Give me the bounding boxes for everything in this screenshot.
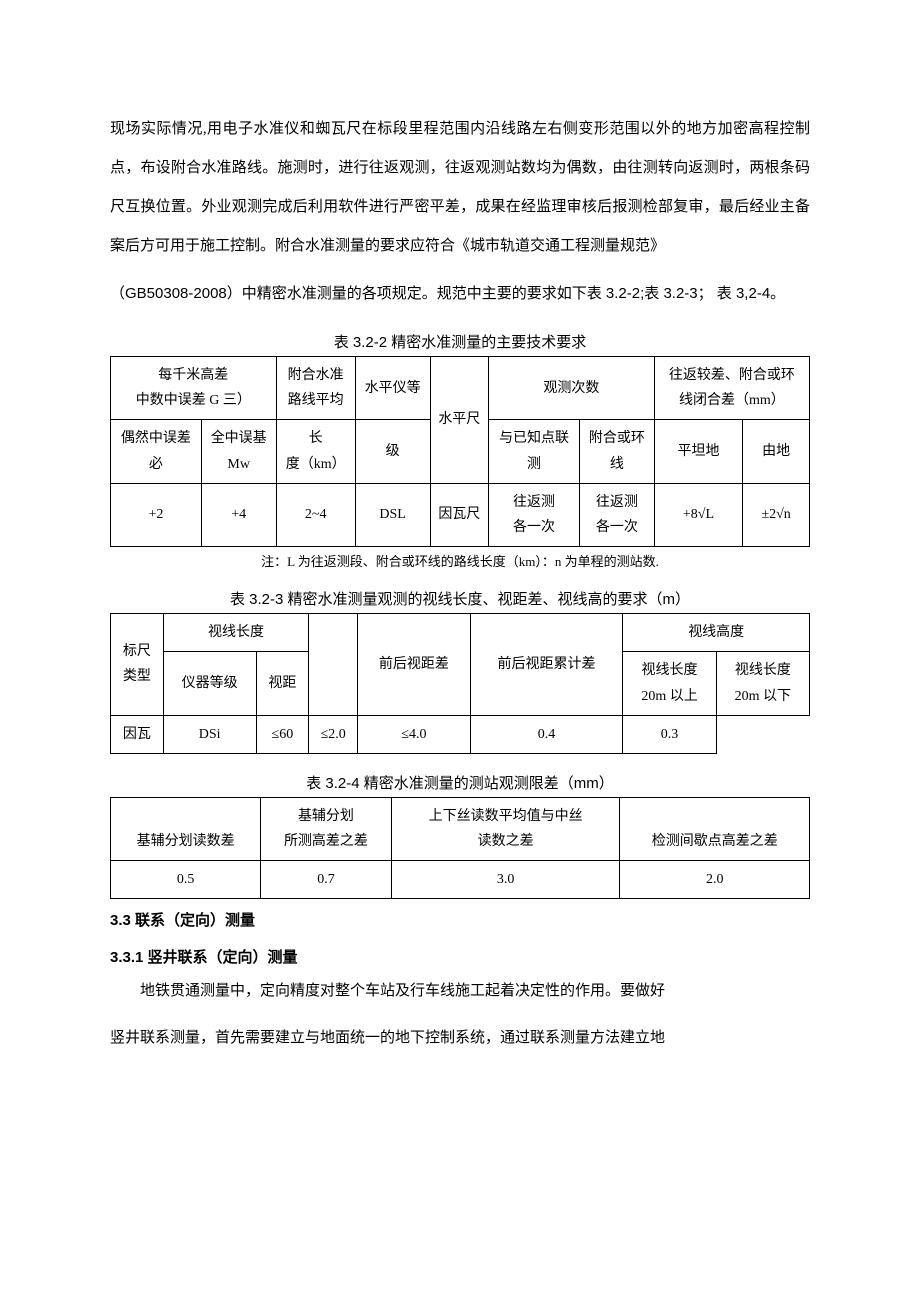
paragraph-1: 现场实际情况,用电子水准仪和蜘瓦尺在标段里程范围内沿线路左右侧变形范围以外的地方… [110,110,810,266]
t2-r-c2: DSi [163,715,256,753]
t2-h-c5: 前后视距差 [358,614,471,716]
t2-h-c23: 视线长度 [163,614,309,652]
t3-h-c2: 基辅分划 所测高差之差 [261,797,392,860]
t2-sub-c3: 视距 [256,652,309,715]
t1-sub-c6: 与已知点联 测 [489,420,580,483]
t3-r-c4: 2.0 [620,861,810,899]
t1-h-col4: 水平仪等 [355,357,430,420]
t3-r-c3: 3.0 [391,861,620,899]
t1-r-c9: ±2√n [743,483,810,546]
t2-h-c78: 视线高度 [623,614,810,652]
paragraph-2: （GB50308-2008）中精密水准测量的各项规定。规范中主要的要求如下表 3… [110,274,810,313]
t2-r-c7: 0.3 [623,715,716,753]
t1-r-c5: 因瓦尺 [430,483,489,546]
t1-r-c8: +8√L [654,483,743,546]
table1-caption: 表 3.2-2 精密水准测量的主要技术要求 [110,331,810,352]
t3-r-c2: 0.7 [261,861,392,899]
t2-sub-c2: 仪器等级 [163,652,256,715]
t2-r-c4: ≤2.0 [309,715,358,753]
t2-r-c3: ≤60 [256,715,309,753]
t2-r-c5: ≤4.0 [358,715,471,753]
heading-3-3: 3.3 联系（定向）测量 [110,907,810,936]
table-1: 每千米高差 中数中误差 G 三） 附合水准 路线平均 水平仪等 水平尺 观测次数… [110,356,810,547]
t2-h-c1: 标尺 类型 [111,614,164,716]
t2-r-c6: 0.4 [470,715,623,753]
t1-r-c6: 往返测 各一次 [489,483,580,546]
table2-caption: 表 3.2-3 精密水准测量观测的视线长度、视距差、视线高的要求（m） [110,588,810,609]
t1-h-col3: 附合水准 路线平均 [276,357,355,420]
t2-h-c4 [309,614,358,716]
t1-sub-c1: 偶然中误差 必 [111,420,202,483]
t1-sub-c2: 全中误基 Mw [201,420,276,483]
t1-r-c1: +2 [111,483,202,546]
t1-sub-c9: 由地 [743,420,810,483]
t2-r-c1: 因瓦 [111,715,164,753]
t1-h-col67: 观测次数 [489,357,655,420]
table3-caption: 表 3.2-4 精密水准测量的测站观测限差（mm） [110,772,810,793]
t3-h-c1: 基辅分划读数差 [111,797,261,860]
t3-r-c1: 0.5 [111,861,261,899]
paragraph-4: 竖井联系测量，首先需要建立与地面统一的地下控制系统，通过联系测量方法建立地 [110,1019,810,1058]
t2-sub-c7: 视线长度 20m 以上 [623,652,716,715]
t1-h-col89: 往返较差、附合或环 线闭合差（mm） [654,357,809,420]
paragraph-3: 地铁贯通测量中，定向精度对整个车站及行车线施工起着决定性的作用。要做好 [110,972,810,1011]
table-2: 标尺 类型 视线长度 前后视距差 前后视距累计差 视线高度 仪器等级 视距 视线… [110,613,810,754]
t1-sub-c8: 平坦地 [654,420,743,483]
table-3: 基辅分划读数差 基辅分划 所测高差之差 上下丝读数平均值与中丝 读数之差 检测间… [110,797,810,900]
t3-h-c4: 检测间歇点高差之差 [620,797,810,860]
t1-r-c7: 往返测 各一次 [579,483,654,546]
t1-sub-c3: 长 度（km） [276,420,355,483]
t1-r-c2: +4 [201,483,276,546]
table1-note: 注：L 为往返测段、附合或环线的路线长度（km）：n 为单程的测站数. [110,551,810,570]
t1-h-col5: 水平尺 [430,357,489,484]
t1-r-c3: 2~4 [276,483,355,546]
t1-sub-c7: 附合或环 线 [579,420,654,483]
t1-h-col12: 每千米高差 中数中误差 G 三） [111,357,277,420]
heading-3-3-1: 3.3.1 竖井联系（定向）测量 [110,944,810,973]
t2-sub-c8: 视线长度 20m 以下 [716,652,809,715]
t1-r-c4: DSL [355,483,430,546]
t2-h-c6: 前后视距累计差 [470,614,623,716]
t1-sub-c4: 级 [355,420,430,483]
t3-h-c3: 上下丝读数平均值与中丝 读数之差 [391,797,620,860]
